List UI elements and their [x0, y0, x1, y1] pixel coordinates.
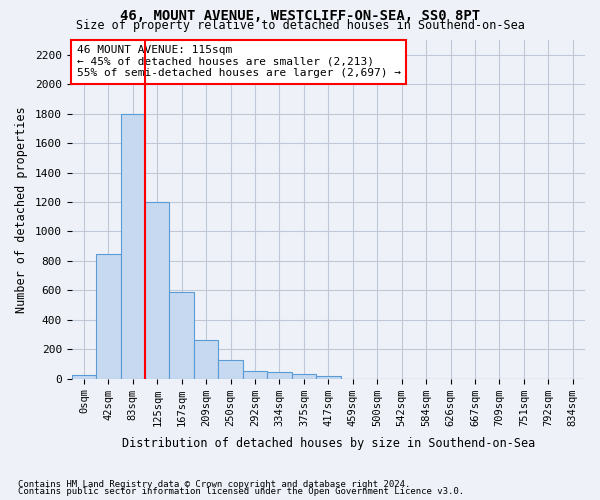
Text: 46, MOUNT AVENUE, WESTCLIFF-ON-SEA, SS0 8PT: 46, MOUNT AVENUE, WESTCLIFF-ON-SEA, SS0 …: [120, 9, 480, 23]
Bar: [218, 360, 243, 378]
Bar: [316, 376, 341, 378]
Y-axis label: Number of detached properties: Number of detached properties: [15, 106, 28, 312]
Text: Contains public sector information licensed under the Open Government Licence v3: Contains public sector information licen…: [18, 487, 464, 496]
Bar: [267, 372, 292, 378]
Bar: [145, 202, 169, 378]
Bar: [292, 374, 316, 378]
Bar: [121, 114, 145, 378]
Text: 46 MOUNT AVENUE: 115sqm
← 45% of detached houses are smaller (2,213)
55% of semi: 46 MOUNT AVENUE: 115sqm ← 45% of detache…: [77, 45, 401, 78]
Text: Size of property relative to detached houses in Southend-on-Sea: Size of property relative to detached ho…: [76, 19, 524, 32]
Bar: [96, 254, 121, 378]
Bar: [194, 340, 218, 378]
Bar: [243, 372, 267, 378]
Bar: [169, 292, 194, 378]
Bar: [71, 375, 96, 378]
X-axis label: Distribution of detached houses by size in Southend-on-Sea: Distribution of detached houses by size …: [122, 437, 535, 450]
Text: Contains HM Land Registry data © Crown copyright and database right 2024.: Contains HM Land Registry data © Crown c…: [18, 480, 410, 489]
